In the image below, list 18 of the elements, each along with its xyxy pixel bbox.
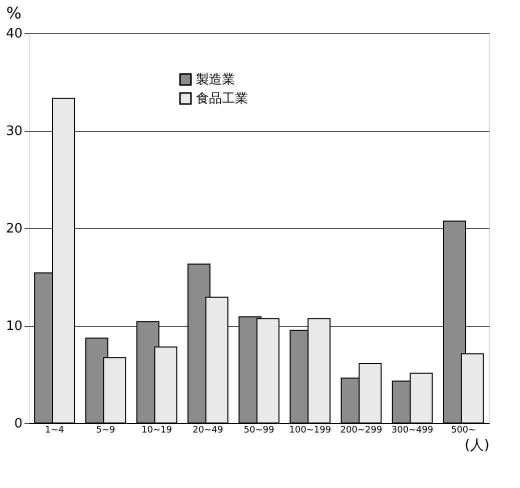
y-axis-title: % bbox=[6, 4, 22, 22]
y-tick-label: 40 bbox=[6, 26, 22, 42]
x-tick-label: 10~19 bbox=[142, 426, 172, 436]
legend-label: 食品工業 bbox=[196, 92, 248, 106]
x-tick-label: 200~299 bbox=[340, 426, 382, 436]
x-tick-label: 300~499 bbox=[391, 426, 434, 436]
y-tick-label: 0 bbox=[14, 416, 22, 432]
x-axis-title: (人) bbox=[464, 438, 490, 454]
y-tick-label: 30 bbox=[6, 124, 22, 139]
x-tick-label: 500~ bbox=[451, 426, 476, 436]
x-tick-label: 50~99 bbox=[244, 426, 274, 436]
legend-label: 製造業 bbox=[196, 72, 235, 88]
x-tick-label: 1~4 bbox=[45, 426, 64, 436]
y-tick-label: 10 bbox=[6, 319, 22, 334]
x-tick-label: 5~9 bbox=[96, 426, 116, 436]
y-tick-label: 20 bbox=[6, 222, 22, 236]
x-tick-label: 20~49 bbox=[192, 426, 224, 436]
x-tick-label: 100~199 bbox=[289, 426, 332, 436]
